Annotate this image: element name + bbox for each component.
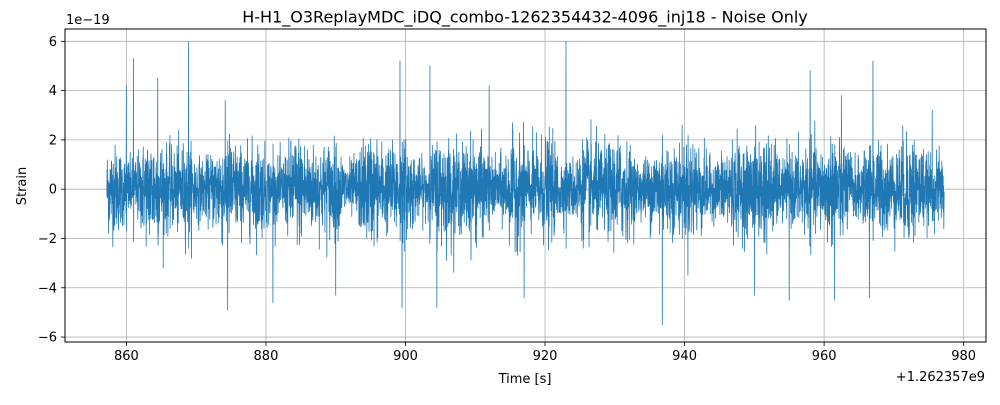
x-tick-label: 900	[393, 349, 418, 364]
y-tick-label: −2	[38, 232, 57, 247]
axes-frame	[64, 28, 987, 343]
y-tick-label: 2	[49, 133, 57, 148]
y-axis-scale-label: 1e−19	[66, 13, 110, 28]
x-tick-label: 960	[812, 349, 837, 364]
y-axis-ticks: −6 −4 −2 0 2 4 6	[38, 35, 65, 346]
y-tick-label: −4	[38, 281, 57, 296]
y-tick-label: 0	[49, 183, 57, 198]
strain-series-line	[106, 40, 945, 326]
x-axis-offset-label: +1.262357e9	[896, 370, 985, 385]
x-tick-label: 920	[533, 349, 558, 364]
y-axis-label: Strain	[15, 167, 30, 206]
x-tick-label: 880	[254, 349, 279, 364]
plot-area	[106, 40, 945, 326]
x-tick-label: 980	[951, 349, 976, 364]
x-tick-label: 860	[114, 349, 139, 364]
chart-title: H-H1_O3ReplayMDC_iDQ_combo-1262354432-40…	[242, 8, 808, 28]
x-axis-label: Time [s]	[498, 372, 552, 387]
y-tick-label: 6	[49, 35, 57, 50]
x-axis-ticks: 860 880 900 920 940 960 980	[114, 342, 976, 364]
x-tick-label: 940	[672, 349, 697, 364]
y-tick-label: 4	[49, 84, 57, 99]
y-tick-label: −6	[38, 331, 57, 346]
